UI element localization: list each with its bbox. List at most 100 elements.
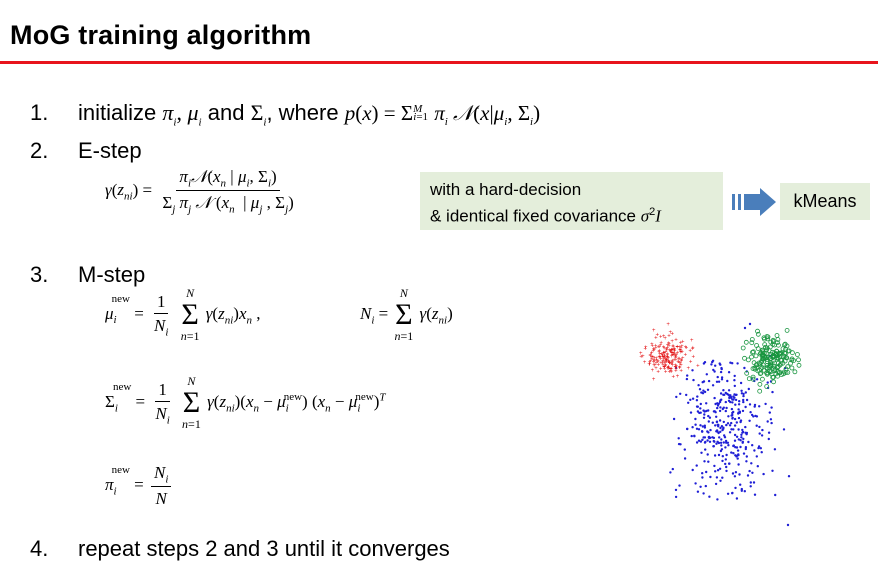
red-point: + [649,352,653,358]
blue-point [736,454,739,457]
blue-point [741,428,744,432]
blue-point [747,440,750,444]
step-1-where: , where [266,100,339,125]
green-point [776,370,782,376]
blue-point [672,417,676,421]
green-point [774,333,780,338]
blue-point [733,424,737,427]
green-point [757,388,763,394]
red-point: + [670,354,674,360]
red-point: + [666,322,670,328]
blue-point [735,446,739,449]
red-point: + [670,362,674,368]
green-point [749,354,754,360]
blue-point [722,389,725,392]
blue-point [744,447,747,451]
red-point: + [670,361,674,367]
red-point: + [652,347,656,353]
blue-point [727,371,731,374]
red-point: + [663,365,667,371]
blue-point [679,392,682,395]
red-point: + [666,364,670,370]
blue-point [723,434,726,437]
red-point: + [670,367,674,373]
blue-point [732,452,735,455]
red-point: + [680,358,684,364]
blue-point [719,441,723,444]
red-point: + [691,346,695,352]
red-point: + [691,346,695,352]
step-1-mu: μi [187,100,202,129]
blue-point [699,424,702,427]
green-point [774,353,780,359]
blue-point [720,448,724,451]
blue-point [755,455,758,458]
blue-point [736,362,739,365]
blue-point [724,439,728,443]
blue-point [703,436,707,439]
red-point: + [659,341,663,347]
green-point [762,342,768,348]
blue-point [713,410,716,413]
blue-point [718,362,721,365]
blue-point [745,433,748,436]
red-point: + [651,348,655,354]
blue-point [726,441,730,444]
blue-point [697,384,700,387]
blue-point [708,416,712,419]
blue-point [741,409,745,413]
red-point: + [670,351,674,357]
red-point: + [674,357,678,363]
blue-point [716,406,719,410]
blue-point [727,399,731,402]
blue-point [737,463,740,466]
cluster-scatter-illustration: +++ +++++++++++++++ ++++++++++++++++++++++… [639,322,802,527]
blue-point [740,487,743,491]
red-point: + [686,366,690,372]
blue-point [678,484,681,487]
step-3-label: M-step [78,262,146,287]
red-point: + [663,361,667,367]
blue-point [691,468,694,472]
red-point: + [655,358,659,364]
step-1-text: initialize [78,100,157,125]
red-point: + [662,334,666,340]
green-point [796,362,802,368]
green-point [792,369,798,375]
step-2-label: E-step [78,138,142,163]
green-point [749,340,755,346]
blue-point [758,405,761,408]
red-point: + [674,369,678,375]
red-point: + [662,346,666,352]
red-point: + [675,345,679,351]
blue-point [689,398,692,401]
green-point [772,367,778,372]
blue-point [732,444,735,447]
blue-point [748,403,752,406]
blue-point [733,374,736,378]
red-point: + [671,359,675,365]
blue-point [736,457,739,460]
blue-point [719,392,723,395]
blue-point [713,370,716,373]
red-point: + [669,370,673,376]
red-point: + [651,355,655,361]
red-point: + [676,374,680,380]
blue-point [735,435,739,438]
blue-point [758,432,761,435]
red-point: + [665,360,669,366]
blue-point [786,523,790,527]
blue-point [744,446,748,449]
green-point [789,365,795,371]
blue-point [711,421,714,424]
red-point: + [652,360,656,366]
red-point: + [681,356,685,362]
blue-point [725,441,728,444]
red-point: + [679,363,683,369]
red-point: + [658,351,662,357]
blue-point [716,375,719,379]
mixture-equation: p [344,101,356,125]
red-point: + [663,367,667,373]
red-point: + [677,356,681,362]
